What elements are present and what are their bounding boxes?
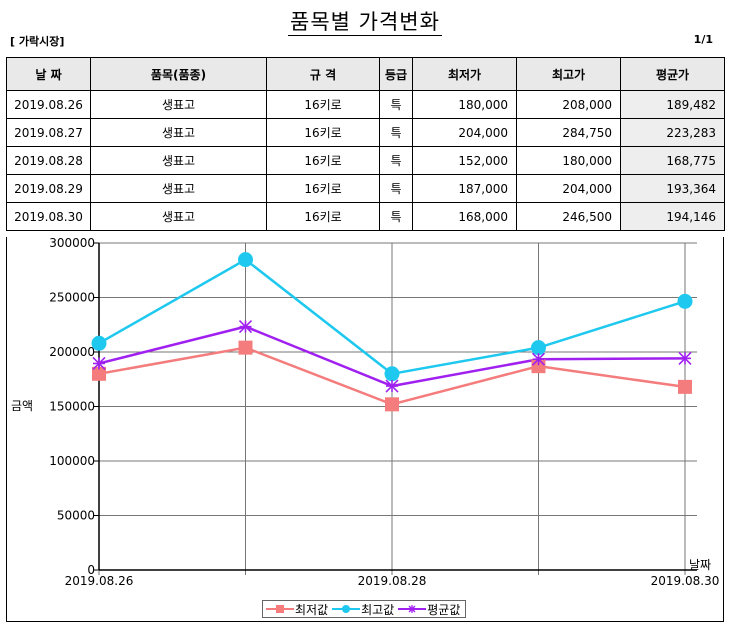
cell-item: 생표고 [90,174,267,203]
y-axis-label: 금액 [11,399,33,413]
data-point-circle [677,293,693,309]
cell-spec: 16키로 [266,174,380,203]
col-header-spec: 규 격 [266,57,380,91]
legend-swatch [266,605,294,613]
cell-grade: 특 [379,118,413,147]
cell-max: 180,000 [516,146,621,175]
price-line-chart: 0 50000 100000 150000 200000 250000 300000 2019… [11,237,720,588]
data-point-square [238,340,253,355]
market-label: [ 가락시장] [10,35,65,48]
data-point-square [385,397,399,412]
cell-date: 2019.08.30 [6,202,91,231]
legend-item: 최고값 [331,601,394,618]
cell-min: 152,000 [412,146,517,175]
y-tick-label: 300000 [49,237,95,250]
legend-label: 최고값 [361,602,395,617]
data-point-circle [91,335,107,351]
cell-grade: 특 [379,174,413,203]
data-point-circle [238,252,253,268]
col-header-date: 날 짜 [6,57,91,91]
price-table: 날 짜 품목(품종) 규 격 등급 최저가 최고가 평균가 2019.08.26… [6,57,725,231]
cell-spec: 16키로 [266,118,380,147]
y-tick-label: 200000 [49,345,95,359]
cell-max: 204,000 [516,174,621,203]
y-tick-label: 150000 [49,400,95,414]
table-row: 2019.08.29 생표고 16키로 특 187,000 204,000 19… [6,174,725,203]
chart-legend: 최저값 최고값 평균값 [262,600,467,618]
cell-min: 187,000 [412,174,517,203]
col-header-avg: 평균가 [620,57,725,91]
cell-min: 168,000 [412,202,517,231]
data-point-square [92,366,106,381]
cell-grade: 특 [379,146,413,175]
legend-swatch [332,605,361,613]
data-point-star [92,356,106,371]
cell-item: 생표고 [90,90,267,119]
cell-item: 생표고 [90,202,267,231]
data-point-star [531,352,546,366]
cell-max: 246,500 [516,202,621,231]
legend-item: 최저값 [265,601,328,618]
cell-item: 생표고 [90,118,267,147]
data-point-star [678,351,692,365]
cell-avg: 168,775 [620,146,725,175]
cell-grade: 특 [379,90,413,119]
table-row: 2019.08.27 생표고 16키로 특 204,000 284,750 22… [6,118,725,147]
x-tick-label: 2019.08.28 [358,574,427,588]
cell-date: 2019.08.28 [6,146,91,175]
cell-date: 2019.08.26 [6,90,91,119]
cell-spec: 16키로 [266,90,380,119]
table-header-row: 날 짜 품목(품종) 규 격 등급 최저가 최고가 평균가 [6,57,725,91]
legend-swatch [398,605,427,613]
y-tick-label: 250000 [49,291,95,305]
cell-date: 2019.08.29 [6,174,91,203]
cell-avg: 194,146 [620,202,725,231]
price-chart: 0 50000 100000 150000 200000 250000 300000 2019… [6,237,724,622]
cell-min: 204,000 [412,118,517,147]
y-tick-label: 100000 [49,454,95,468]
cell-grade: 특 [379,202,413,231]
cell-avg: 223,283 [620,118,725,147]
cell-avg: 189,482 [620,90,725,119]
legend-label: 평균값 [427,602,461,617]
table-row: 2019.08.26 생표고 16키로 특 180,000 208,000 18… [6,90,725,119]
page-title: 품목별 가격변화 [288,10,442,36]
y-tick-label: 0 [87,563,95,577]
col-header-max: 최고가 [516,57,621,91]
cell-min: 180,000 [412,90,517,119]
x-tick-label: 2019.08.26 [65,574,134,588]
table-row: 2019.08.30 생표고 16키로 특 168,000 246,500 19… [6,202,725,231]
cell-spec: 16키로 [266,202,380,231]
data-point-circle [531,340,546,356]
table-row: 2019.08.28 생표고 16키로 특 152,000 180,000 16… [6,146,725,175]
page-number: 1/1 [693,33,713,46]
cell-max: 208,000 [516,90,621,119]
data-point-circle [384,366,400,382]
cell-item: 생표고 [90,146,267,175]
col-header-grade: 등급 [379,57,413,91]
col-header-min: 최저가 [412,57,517,91]
legend-label: 최저값 [295,602,329,617]
x-tick-label: 2019.08.30 [651,574,720,588]
x-axis-label: 날짜 [689,558,711,572]
data-point-square [678,379,692,394]
legend-item: 평균값 [397,601,460,618]
data-point-star [385,379,399,393]
col-header-item: 품목(품종) [90,57,267,91]
cell-avg: 193,364 [620,174,725,203]
y-tick-label: 50000 [57,509,95,523]
cell-date: 2019.08.27 [6,118,91,147]
data-point-star [238,320,253,334]
cell-spec: 16키로 [266,146,380,175]
cell-max: 284,750 [516,118,621,147]
